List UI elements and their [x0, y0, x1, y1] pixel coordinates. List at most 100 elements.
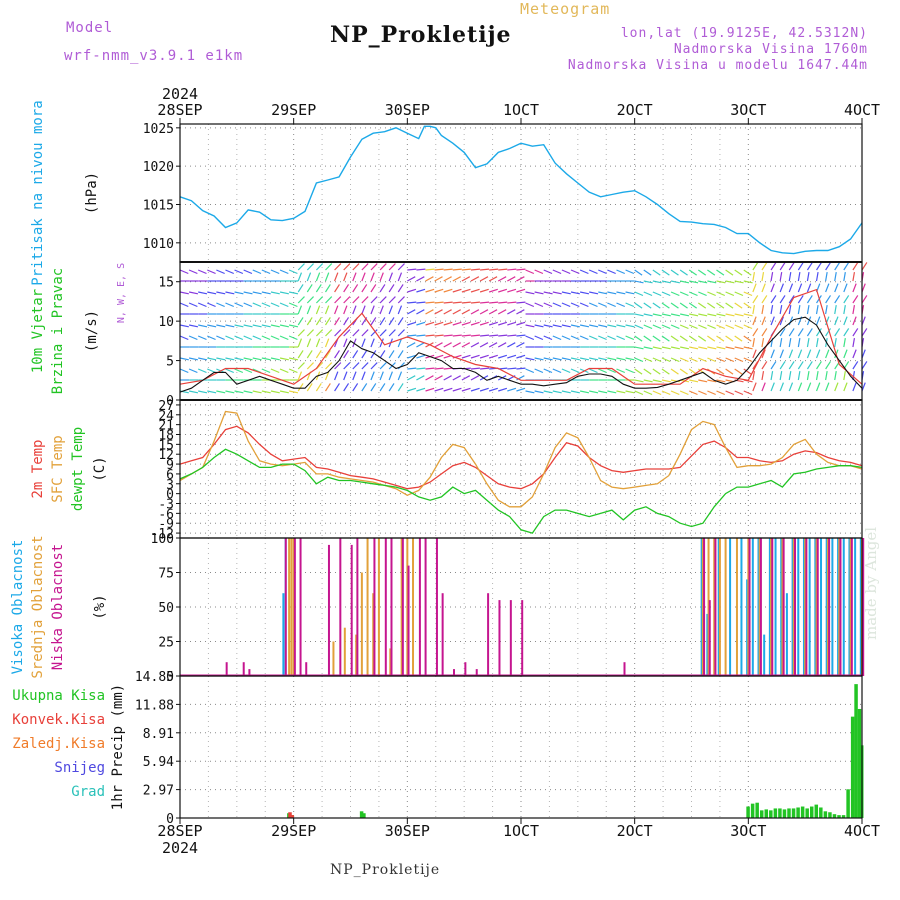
wind-arrow — [616, 368, 626, 374]
wind-arrow — [579, 390, 590, 394]
cloud-bar-visoka-oblacnost — [791, 538, 794, 676]
wind-arrow — [598, 269, 607, 275]
wind-arrow — [861, 262, 868, 271]
wind-arrow — [598, 291, 608, 295]
wind-arrow — [779, 305, 783, 315]
wind-arrow — [434, 367, 444, 370]
wind-arrow — [352, 338, 357, 348]
wind-arrow — [397, 350, 404, 359]
wind-arrow — [261, 269, 271, 275]
wind-arrow — [616, 269, 626, 275]
wind-arrow — [388, 284, 395, 293]
wind-arrow — [806, 349, 812, 359]
wind-arrow — [661, 357, 671, 363]
wind-arrow — [707, 346, 717, 350]
wind-arrow — [716, 390, 726, 396]
wind-arrow — [470, 334, 481, 337]
cloud-bar-niska-oblacnost — [475, 669, 478, 676]
wind-arrow — [507, 309, 516, 315]
wind-arrow — [561, 269, 571, 275]
series-line-speed — [179, 316, 863, 393]
wind-arrow — [698, 313, 708, 317]
wind-arrow — [752, 283, 757, 293]
wind-arrow — [670, 280, 680, 284]
wind-arrow — [607, 324, 617, 328]
wind-arrow — [825, 328, 831, 337]
wind-arrow — [552, 390, 562, 394]
wind-arrow — [516, 321, 526, 326]
wind-arrow — [770, 305, 774, 315]
wind-arrow — [634, 291, 644, 297]
wind-arrow — [207, 324, 217, 328]
wind-arrow — [315, 272, 321, 282]
wind-arrow — [361, 296, 369, 304]
temp-unit: (C) — [92, 456, 108, 481]
wind-arrow — [825, 272, 828, 282]
wind-arrow — [479, 288, 489, 293]
wind-arrow — [861, 295, 868, 304]
wind-arrow — [479, 309, 489, 315]
wind-arrow — [407, 268, 417, 271]
cloud-bar-niska-oblacnost — [703, 538, 706, 676]
precip-bar-ukupna-kisa — [764, 809, 769, 818]
wind-arrow — [443, 334, 453, 337]
wind-arrow — [552, 368, 562, 374]
wind-arrow — [825, 295, 831, 304]
temp-dewpt-label: dewpt Temp — [70, 427, 86, 511]
wind-arrow — [797, 349, 803, 359]
wind-arrow — [689, 280, 699, 284]
wind-arrow — [679, 324, 689, 330]
wind-arrow — [825, 349, 830, 359]
wind-arrow — [370, 263, 378, 271]
wind-arrow — [806, 272, 810, 282]
wind-arrow — [516, 334, 526, 337]
wind-arrow — [652, 269, 661, 276]
wind-arrow — [543, 324, 553, 328]
wind-arrow — [452, 268, 462, 271]
series-line-gust — [179, 288, 863, 385]
wind-arrow — [416, 342, 425, 348]
precip-bar-ukupna-kisa — [755, 802, 759, 818]
y-tick-label: 10 — [158, 315, 174, 330]
wind-arrow — [470, 367, 481, 370]
wind-arrow — [788, 283, 794, 293]
cloud-bar-visoka-oblacnost — [282, 593, 285, 676]
wind-arrow — [579, 291, 590, 295]
wind-arrow — [234, 368, 244, 374]
wind-arrow — [525, 302, 535, 308]
year-label-top: 2024 — [162, 85, 198, 103]
wind-arrow — [334, 263, 342, 271]
wind-arrow — [279, 357, 289, 361]
wind-arrow — [488, 309, 498, 315]
wind-arrow — [797, 382, 803, 392]
x-tick-label-top: 4OCT — [844, 101, 880, 119]
wind-arrow — [743, 291, 753, 297]
wind-arrow — [825, 283, 830, 293]
wind-arrow — [743, 324, 753, 330]
wind-arrow — [779, 272, 783, 282]
wind-arrow — [325, 263, 333, 271]
wind-arrow — [815, 382, 821, 392]
wind-arrow — [652, 313, 662, 317]
wind-arrow — [252, 269, 262, 275]
wind-arrow — [425, 268, 435, 271]
wind-arrow — [516, 288, 526, 293]
wind-arrow — [416, 334, 426, 337]
wind-arrow — [306, 284, 313, 293]
x-tick-label-bottom: 29SEP — [271, 822, 316, 840]
wind-arrow — [315, 296, 324, 304]
wind-arrow — [716, 324, 726, 330]
wind-arrow — [188, 291, 199, 295]
wind-arrow — [607, 368, 616, 374]
wind-arrow — [270, 390, 280, 394]
wind-arrow — [416, 354, 426, 359]
cloud-bar-niska-oblacnost — [327, 544, 330, 676]
wind-arrow — [779, 371, 783, 381]
cloud-label: Niska Oblacnost — [50, 544, 66, 670]
wind-arrow — [225, 335, 234, 341]
wind-arrow — [743, 390, 753, 396]
y-tick-label: 100 — [151, 532, 174, 547]
wind-arrow — [343, 362, 351, 370]
wind-arrow — [388, 305, 393, 315]
y-tick-label: 5 — [166, 355, 174, 370]
